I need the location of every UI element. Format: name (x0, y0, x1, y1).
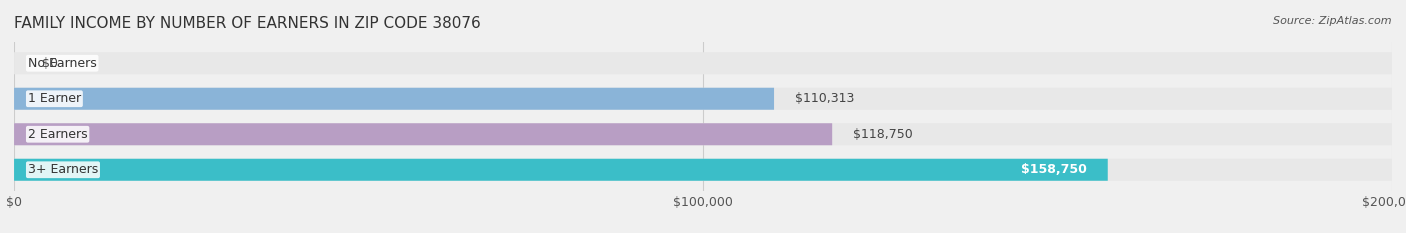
FancyBboxPatch shape (14, 159, 1392, 181)
Text: $118,750: $118,750 (853, 128, 912, 141)
Text: FAMILY INCOME BY NUMBER OF EARNERS IN ZIP CODE 38076: FAMILY INCOME BY NUMBER OF EARNERS IN ZI… (14, 16, 481, 31)
FancyBboxPatch shape (14, 159, 1108, 181)
Text: 1 Earner: 1 Earner (28, 92, 82, 105)
FancyBboxPatch shape (14, 88, 775, 110)
Text: No Earners: No Earners (28, 57, 97, 70)
FancyBboxPatch shape (14, 52, 1392, 74)
Text: 2 Earners: 2 Earners (28, 128, 87, 141)
Text: 3+ Earners: 3+ Earners (28, 163, 98, 176)
Text: $0: $0 (42, 57, 58, 70)
Text: Source: ZipAtlas.com: Source: ZipAtlas.com (1274, 16, 1392, 26)
FancyBboxPatch shape (14, 88, 1392, 110)
FancyBboxPatch shape (14, 123, 832, 145)
Text: $110,313: $110,313 (794, 92, 853, 105)
FancyBboxPatch shape (14, 123, 1392, 145)
Text: $158,750: $158,750 (1021, 163, 1087, 176)
